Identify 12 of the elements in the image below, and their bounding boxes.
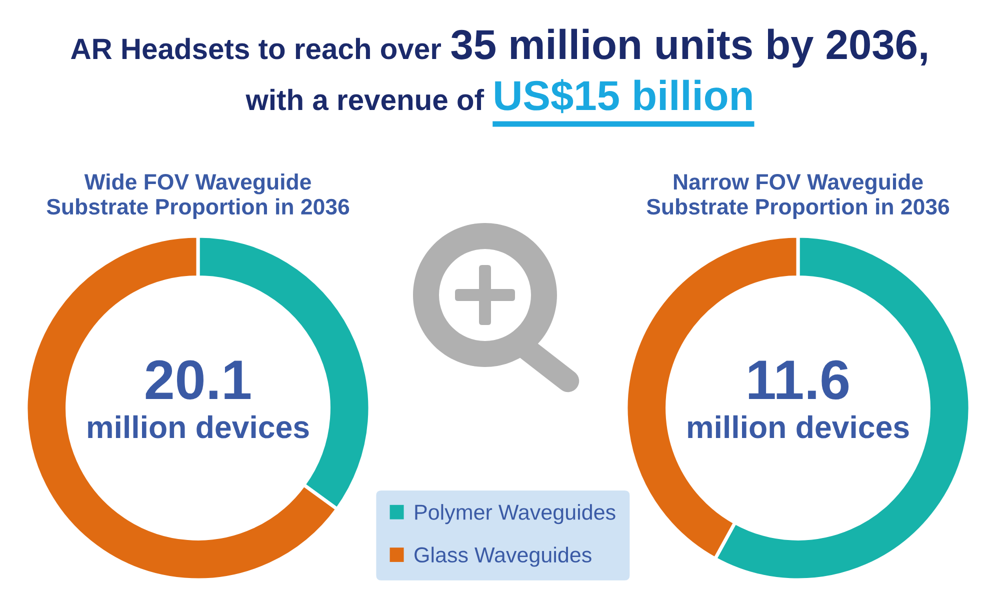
text: 11.6: [748, 360, 849, 400]
text: million devices: [688, 415, 909, 438]
text: with a revenue of: [246, 88, 484, 110]
text: US$15 billion: [495, 79, 752, 114]
chart-title: Narrow FOV Waveguide Substrate Proportion in 2036: [646, 173, 950, 219]
text: million devices: [88, 415, 309, 438]
legend-label: Polymer Waveguides: [415, 504, 616, 524]
chart-title: Wide FOV Waveguide Substrate Proportion in 2036: [46, 173, 350, 219]
text: 20.1: [146, 360, 251, 400]
legend-label: Glass Waveguides: [414, 546, 592, 567]
text: AR Headsets to reach over: [70, 38, 442, 60]
text: 35 million units by 2036,: [451, 28, 927, 68]
